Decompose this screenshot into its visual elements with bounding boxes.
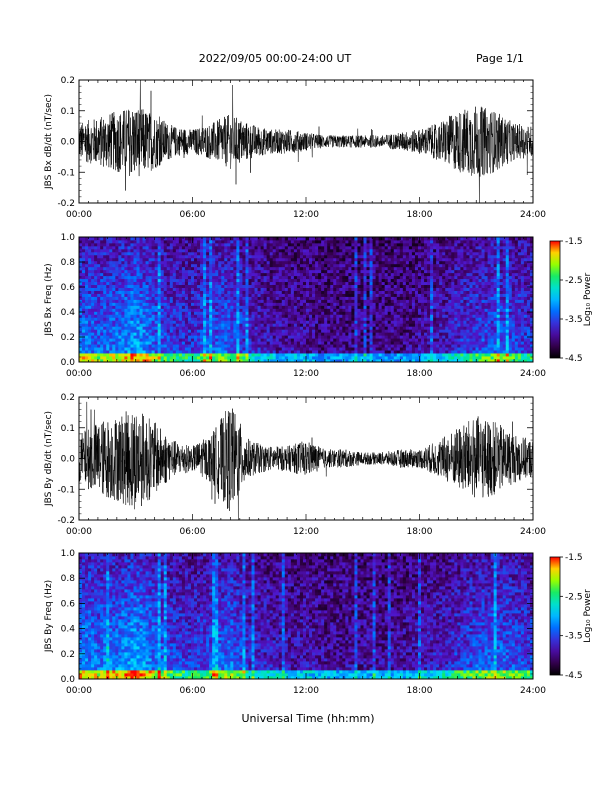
panel-frame-3	[78, 552, 534, 680]
y-tick-label-1-4: 0.8	[61, 258, 76, 268]
colorbar-label-1: Log₁₀ Power	[583, 273, 593, 327]
y-tick-label-3-4: 0.8	[61, 574, 76, 584]
y-tick-label-3-5: 1.0	[61, 549, 76, 559]
colorbar-tick-3-0: -1.5	[565, 553, 583, 563]
y-tick-label-1-3: 0.6	[61, 283, 76, 293]
x-tick-label-3-4: 24:00	[520, 686, 546, 696]
x-tick-label-1-2: 12:00	[293, 369, 319, 379]
x-tick-label-1-1: 06:00	[180, 369, 206, 379]
x-tick-label-2-2: 12:00	[293, 527, 319, 537]
x-tick-label-1-4: 24:00	[520, 369, 546, 379]
y-axis-label-1: JBS Bx Freq (Hz)	[44, 263, 54, 336]
colorbar-tick-1-3: -4.5	[565, 354, 583, 364]
y-tick-label-0-4: 0.2	[61, 76, 75, 86]
panel-frame-0	[78, 79, 534, 204]
y-tick-label-2-1: -0.1	[57, 485, 75, 495]
y-tick-label-3-0: 0.0	[61, 675, 76, 685]
x-tick-label-3-3: 18:00	[407, 686, 433, 696]
y-tick-label-0-1: -0.1	[57, 168, 75, 178]
colorbar-3	[549, 556, 561, 676]
y-axis-label-2: JBS By dB/dt (nT/sec)	[44, 411, 54, 507]
x-tick-label-0-0: 00:00	[66, 210, 92, 220]
y-tick-label-1-1: 0.2	[61, 333, 75, 343]
page-number: Page 1/1	[476, 52, 524, 65]
colorbar-tick-1-0: -1.5	[565, 237, 583, 247]
x-tick-label-0-2: 12:00	[293, 210, 319, 220]
y-tick-label-2-2: 0.0	[61, 455, 76, 465]
spectrogram-1	[79, 237, 534, 363]
y-tick-label-0-3: 0.1	[61, 107, 75, 117]
y-tick-label-2-4: 0.2	[61, 393, 75, 403]
x-tick-label-0-3: 18:00	[407, 210, 433, 220]
x-tick-label-3-1: 06:00	[180, 686, 206, 696]
y-axis-label-0: JBS Bx dB/dt (nT/sec)	[44, 94, 54, 190]
x-tick-label-3-0: 00:00	[66, 686, 92, 696]
x-tick-label-0-4: 24:00	[520, 210, 546, 220]
x-tick-label-2-1: 06:00	[180, 527, 206, 537]
y-tick-label-0-0: -0.2	[57, 199, 75, 209]
spectrogram-3	[79, 553, 534, 680]
y-tick-label-3-1: 0.2	[61, 650, 75, 660]
colorbar-label-3: Log₁₀ Power	[583, 589, 593, 643]
y-tick-label-1-0: 0.0	[61, 358, 76, 368]
x-tick-label-2-0: 00:00	[66, 527, 92, 537]
panel-frame-2	[78, 396, 534, 521]
colorbar-tick-3-3: -4.5	[565, 671, 583, 681]
series-trace-2	[79, 401, 533, 520]
x-tick-label-0-1: 06:00	[180, 210, 206, 220]
colorbar-tick-1-1: -2.5	[565, 276, 583, 286]
y-tick-label-1-2: 0.4	[61, 308, 76, 318]
x-tick-label-1-3: 18:00	[407, 369, 433, 379]
panel-frame-1	[78, 236, 534, 363]
colorbar-tick-3-2: -3.5	[565, 632, 583, 642]
x-tick-label-2-4: 24:00	[520, 527, 546, 537]
y-tick-label-1-5: 1.0	[61, 233, 76, 243]
y-tick-label-3-2: 0.4	[61, 625, 76, 635]
y-tick-label-0-2: 0.0	[61, 138, 76, 148]
colorbar-tick-1-2: -3.5	[565, 315, 583, 325]
series-trace-0	[79, 80, 533, 203]
y-tick-label-3-3: 0.6	[61, 599, 76, 609]
y-tick-label-2-3: 0.1	[61, 424, 75, 434]
y-axis-label-3: JBS By Freq (Hz)	[44, 580, 54, 653]
colorbar-tick-3-1: -2.5	[565, 592, 583, 602]
x-tick-label-2-3: 18:00	[407, 527, 433, 537]
x-axis-label: Universal Time (hh:mm)	[241, 712, 375, 725]
y-tick-label-2-0: -0.2	[57, 516, 75, 526]
page-title: 2022/09/05 00:00-24:00 UT	[198, 52, 352, 65]
x-tick-label-3-2: 12:00	[293, 686, 319, 696]
colorbar-1	[549, 240, 561, 359]
x-tick-label-1-0: 00:00	[66, 369, 92, 379]
